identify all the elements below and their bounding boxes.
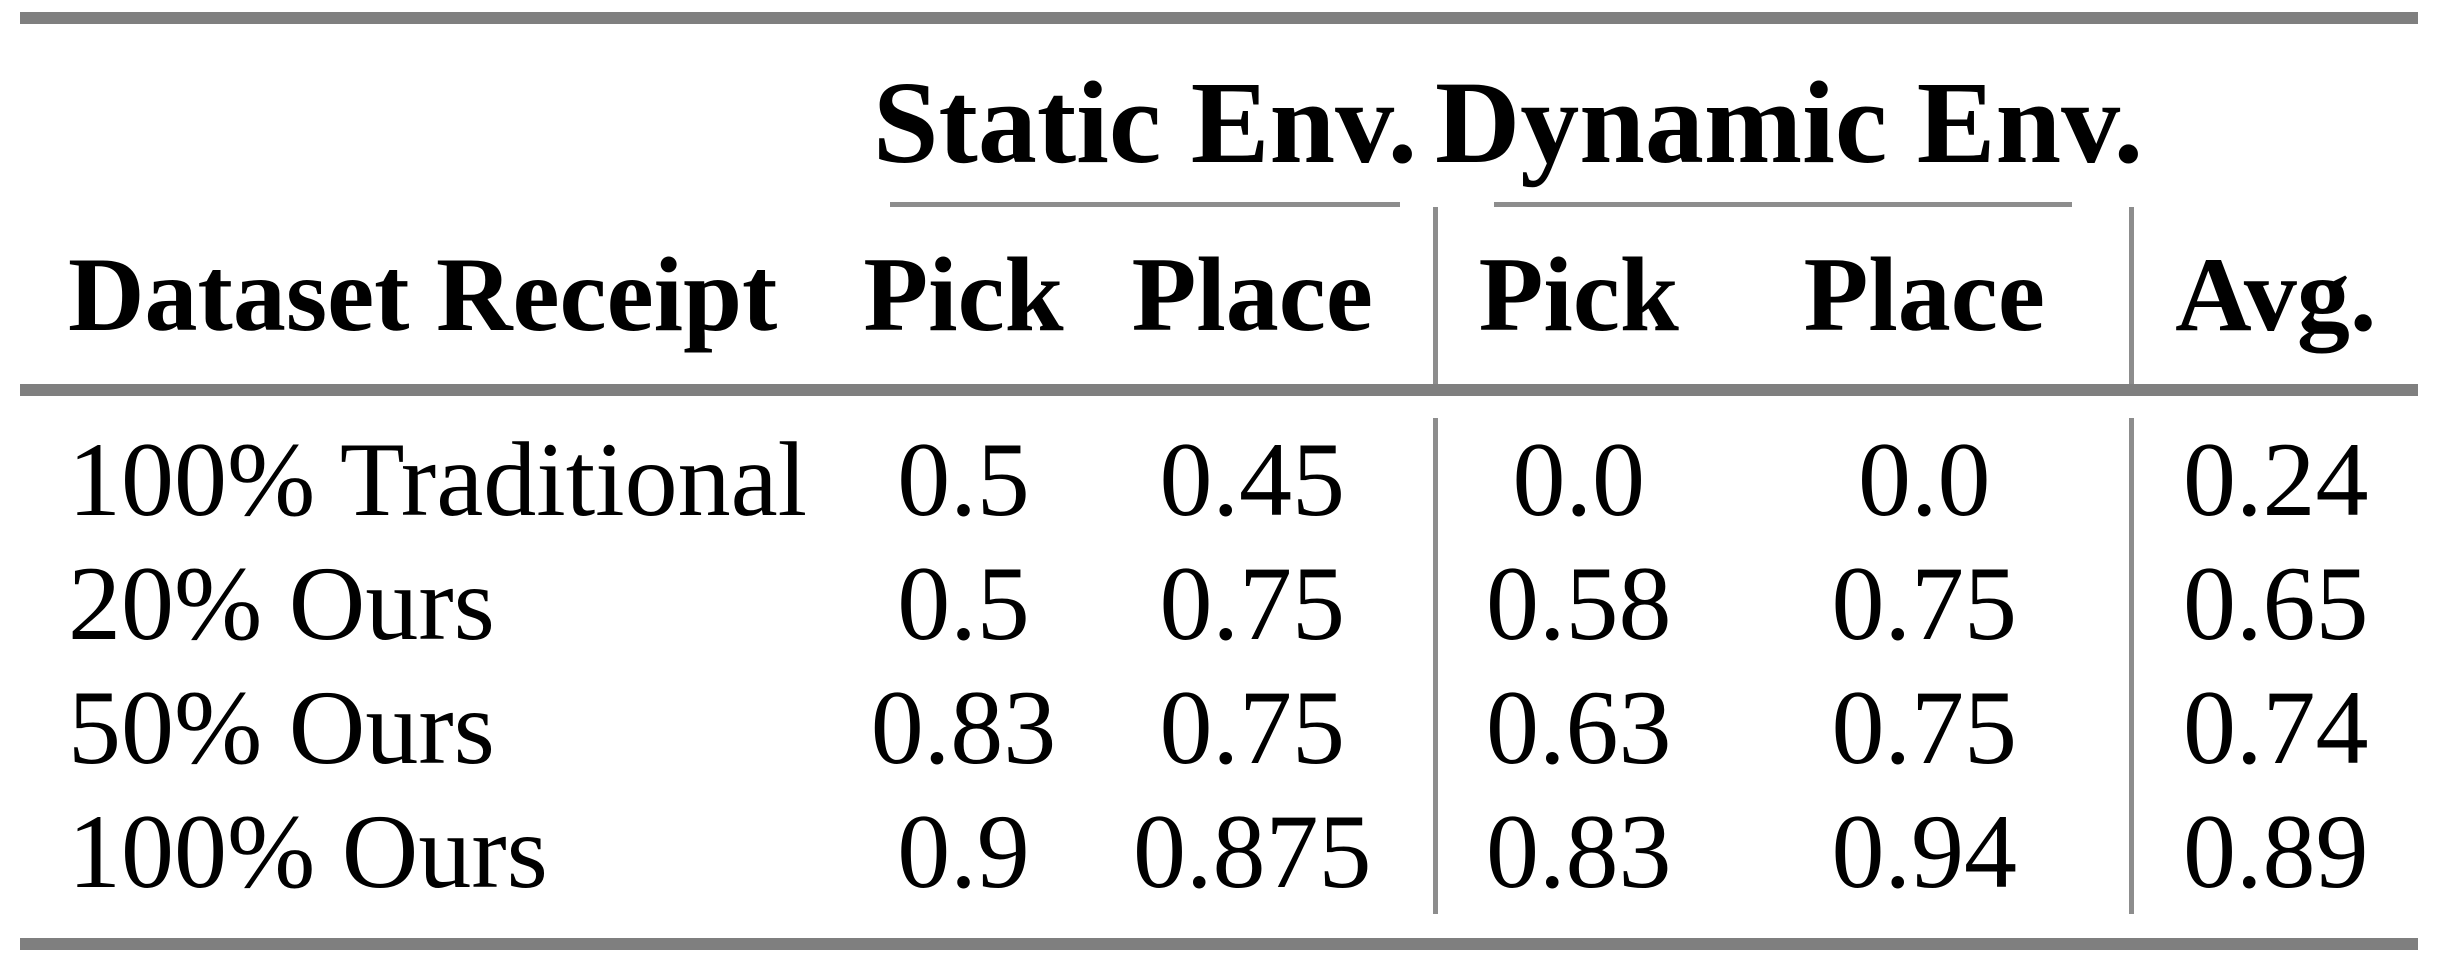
cell-avg: 0.89: [2128, 790, 2419, 915]
cell-static-pick: 0.5: [897, 421, 1030, 539]
group-header-static: Static Env.: [855, 18, 1435, 207]
spacer-cell: [20, 390, 2418, 418]
cell-static-place: 0.75: [1159, 669, 1346, 787]
cell-dynamic-pick: 0.83: [1432, 790, 1721, 915]
column-header-static-pick: Pick: [855, 207, 1072, 397]
table-row-50pct-ours: 50% Ours 0.83 0.75 0.63 0.75 0.74: [20, 666, 2419, 791]
column-header-dynamic-place: Place: [1720, 207, 2132, 397]
group-header-row: Static Env. Dynamic Env.: [20, 18, 2418, 207]
cell-static-place: 0.75: [1159, 545, 1346, 663]
cell-dynamic-pick: 0.63: [1432, 666, 1721, 791]
cell-dynamic-pick: 0.0: [1432, 418, 1721, 543]
static-env-group-label: Static Env.: [872, 57, 1418, 188]
cell-avg: 0.24: [2128, 418, 2419, 543]
column-header-avg: Avg.: [2128, 207, 2419, 397]
column-header-dataset-receipt: Dataset Receipt: [20, 207, 855, 397]
cell-static-pick: 0.9: [897, 793, 1030, 911]
cell-static-pick: 0.5: [897, 545, 1030, 663]
row-label: 50% Ours: [68, 669, 495, 787]
row-label: 100% Traditional: [68, 421, 808, 539]
cell-avg: 0.74: [2128, 666, 2419, 791]
group-header-spacer-left: [20, 18, 855, 207]
row-label: 100% Ours: [68, 793, 548, 911]
cell-dynamic-place: 0.0: [1858, 421, 1991, 539]
table-row-100pct-ours: 100% Ours 0.9 0.875 0.83 0.94 0.89: [20, 790, 2419, 915]
row-label: 20% Ours: [68, 545, 495, 663]
cell-static-place: 0.45: [1159, 421, 1346, 539]
spacer-row-bottom: [20, 914, 2418, 944]
cell-dynamic-place: 0.94: [1831, 793, 2018, 911]
static-group-underline-rule: [889, 202, 1401, 207]
cell-dynamic-place: 0.75: [1831, 545, 2018, 663]
dynamic-env-group-label: Dynamic Env.: [1435, 57, 2144, 188]
spacer-row-top: [20, 390, 2418, 418]
table-row-100pct-traditional: 100% Traditional 0.5 0.45 0.0 0.0 0.24: [20, 418, 2419, 543]
cell-avg: 0.65: [2128, 542, 2419, 667]
column-header-static-place: Place: [1072, 207, 1436, 397]
cell-dynamic-place: 0.75: [1831, 669, 2018, 787]
cell-dynamic-pick: 0.58: [1432, 542, 1721, 667]
column-header-row: Dataset Receipt Pick Place Pick Place Av…: [20, 207, 2419, 397]
column-header-dynamic-pick: Pick: [1432, 207, 1721, 397]
table-row-20pct-ours: 20% Ours 0.5 0.75 0.58 0.75 0.65: [20, 542, 2419, 667]
cell-static-place: 0.875: [1133, 793, 1372, 911]
spacer-cell: [20, 914, 2418, 944]
results-table: Static Env. Dynamic Env. Dataset Receipt…: [20, 12, 2419, 951]
dynamic-group-underline-rule: [1494, 202, 2072, 207]
group-header-dynamic: Dynamic Env.: [1435, 18, 2144, 207]
cell-static-pick: 0.83: [870, 669, 1057, 787]
group-header-spacer-right: [2131, 18, 2418, 207]
